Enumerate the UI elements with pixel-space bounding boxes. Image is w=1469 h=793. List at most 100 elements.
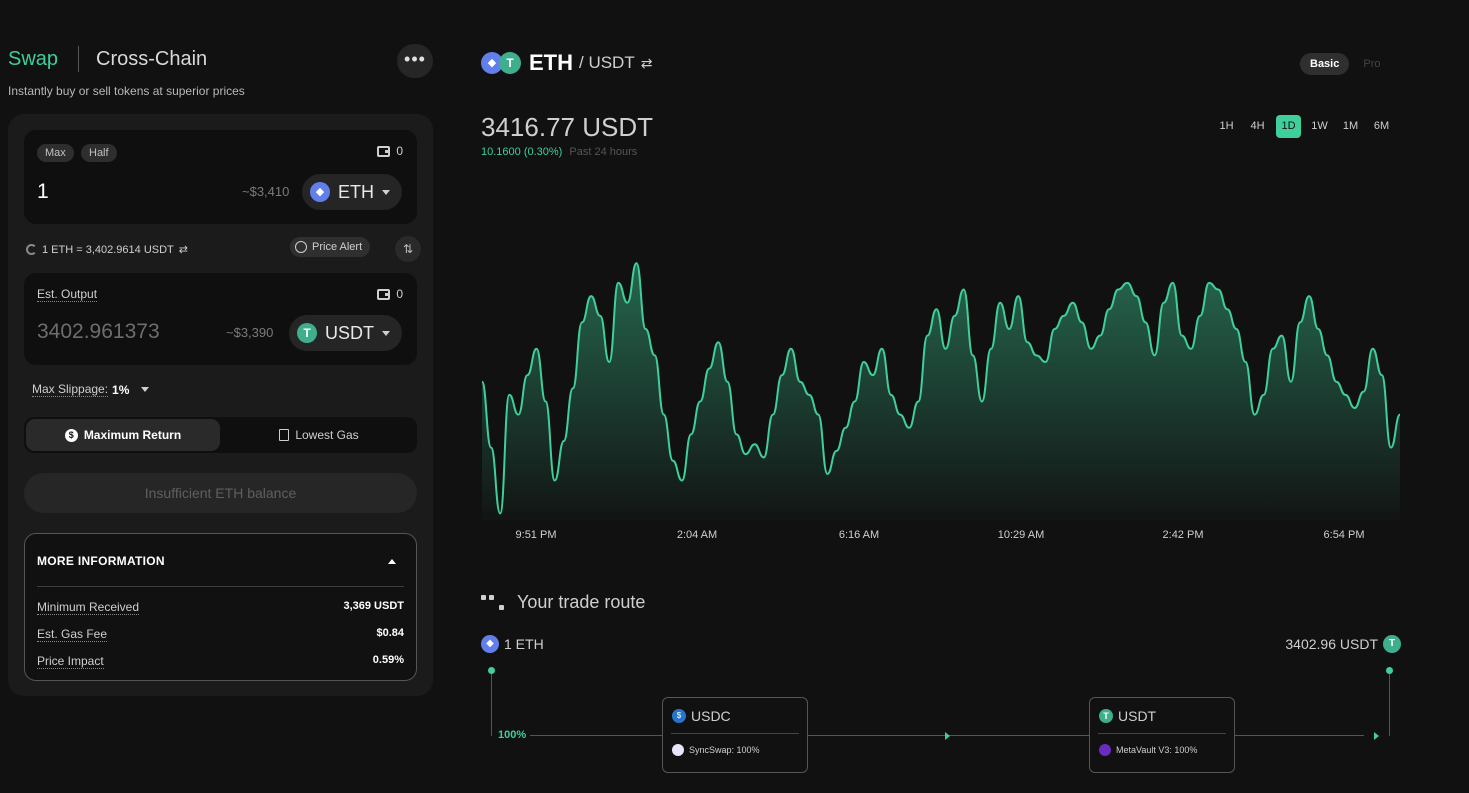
gas-pump-icon: [279, 429, 290, 441]
chevron-down-icon: [382, 189, 390, 195]
price-change: 10.1600 (0.30%) Past 24 hours: [481, 146, 637, 158]
pair-quote-token: / USDT: [579, 53, 635, 72]
input-amount-field[interactable]: 1: [37, 180, 49, 203]
lowest-gas-option[interactable]: Lowest Gas: [224, 419, 414, 451]
price-change-period: Past 24 hours: [569, 146, 638, 158]
info-label: Est. Gas Fee: [37, 627, 108, 642]
range-4h[interactable]: 4H: [1250, 120, 1265, 132]
usdc-icon: $: [672, 709, 686, 723]
chevron-down-icon: [382, 330, 390, 336]
more-options-button[interactable]: •••: [397, 44, 433, 78]
usdt-icon: T: [297, 323, 317, 343]
more-information-panel: MORE INFORMATION Minimum Received 3,369 …: [24, 533, 417, 681]
swap-submit-button[interactable]: Insufficient ETH balance: [24, 473, 417, 513]
x-tick-label: 9:51 PM: [515, 529, 557, 541]
hop-token: $ USDC: [672, 708, 731, 724]
max-button[interactable]: Max: [37, 144, 74, 162]
more-information-title[interactable]: MORE INFORMATION: [37, 554, 165, 568]
hop-dex: SyncSwap: 100%: [672, 744, 760, 756]
x-tick-label: 6:54 PM: [1323, 529, 1365, 541]
swap-header: Swap Cross-Chain •••: [8, 44, 433, 84]
route-destination: 3402.96 USDT T: [1285, 635, 1401, 653]
view-basic-button[interactable]: Basic: [1300, 53, 1350, 75]
invert-rate-icon[interactable]: ⇄: [178, 244, 188, 256]
pair-base-token: ETH: [529, 50, 573, 75]
info-value: 3,369 USDT: [343, 600, 404, 612]
input-balance-value: 0: [396, 144, 403, 158]
view-pro-button[interactable]: Pro: [1363, 58, 1381, 70]
price-chart: [481, 262, 1401, 520]
usdt-icon: T: [1099, 709, 1113, 723]
maximum-return-label: Maximum Return: [83, 428, 182, 442]
x-tick-label: 10:29 AM: [997, 529, 1045, 541]
syncswap-icon: [672, 744, 684, 756]
trading-pair: ◆ T ETH / USDT ⇄: [481, 50, 652, 76]
divider: [671, 733, 799, 734]
eth-icon: ◆: [481, 635, 499, 653]
price-alert-button[interactable]: Price Alert: [290, 237, 371, 257]
info-label: Minimum Received: [37, 600, 140, 615]
chart-view-toggle: Basic Pro: [1300, 53, 1380, 75]
usdt-icon: T: [1383, 635, 1401, 653]
route-destination-amount: 3402.96 USDT: [1285, 636, 1378, 652]
output-balance: 0: [377, 287, 403, 301]
flip-tokens-button[interactable]: ⇅: [395, 236, 421, 262]
divider: [1098, 733, 1226, 734]
route-path: [1234, 735, 1364, 736]
metavault-icon: [1099, 744, 1111, 756]
input-token-selector[interactable]: ◆ ETH: [302, 174, 402, 210]
hop-token-symbol: USDT: [1118, 708, 1157, 724]
swap-pair-icon[interactable]: ⇄: [640, 54, 653, 71]
trade-route-label: Your trade route: [517, 592, 646, 612]
hop-token-symbol: USDC: [691, 708, 731, 724]
trade-route-title: Your trade route: [481, 592, 645, 613]
eth-icon: ◆: [481, 52, 503, 74]
range-1d[interactable]: 1D: [1276, 115, 1301, 138]
hop-dex-label: SyncSwap: 100%: [689, 745, 760, 755]
chart-area: [482, 263, 1400, 520]
wallet-icon: [377, 145, 391, 157]
output-amount: 3402.961373: [37, 320, 160, 343]
swap-panel: Max Half 0 1 ~$3,410 ◆ ETH 1 ETH = 3,402…: [8, 114, 433, 696]
route-arrow-icon: [1374, 732, 1379, 740]
lowest-gas-label: Lowest Gas: [295, 428, 359, 442]
chevron-up-icon[interactable]: [388, 559, 396, 564]
route-source: ◆ 1 ETH: [481, 635, 544, 653]
max-slippage[interactable]: Max Slippage: 1%: [32, 382, 150, 397]
swap-subtitle: Instantly buy or sell tokens at superior…: [8, 84, 245, 98]
range-6m[interactable]: 6M: [1373, 120, 1390, 132]
info-row-gas-fee: Est. Gas Fee $0.84: [37, 627, 404, 642]
tab-swap[interactable]: Swap: [8, 48, 59, 70]
x-tick-label: 2:04 AM: [676, 529, 718, 541]
hop-dex-label: MetaVault V3: 100%: [1116, 745, 1198, 755]
usdt-icon: T: [499, 52, 521, 74]
current-price: 3416.77 USDT: [481, 112, 653, 142]
slippage-label: Max Slippage:: [32, 382, 109, 397]
half-button[interactable]: Half: [81, 144, 117, 162]
info-value: $0.84: [376, 627, 404, 639]
price-change-value: 10.1600 (0.30%): [481, 146, 563, 158]
input-usd-value: ~$3,410: [242, 184, 290, 199]
refresh-icon[interactable]: [26, 244, 37, 255]
wallet-icon: [377, 288, 391, 300]
route-hop-usdc[interactable]: $ USDC SyncSwap: 100%: [662, 697, 808, 773]
price-alert-label: Price Alert: [312, 241, 363, 253]
route-end-dot: [1386, 667, 1393, 674]
output-balance-value: 0: [396, 287, 403, 301]
output-token-selector[interactable]: T USDT: [289, 315, 402, 351]
route-icon: [481, 593, 507, 613]
range-1h[interactable]: 1H: [1219, 120, 1234, 132]
tab-cross-chain[interactable]: Cross-Chain: [96, 48, 208, 70]
range-1m[interactable]: 1M: [1342, 120, 1359, 132]
maximum-return-option[interactable]: $ Maximum Return: [26, 419, 220, 451]
route-source-amount: 1 ETH: [504, 636, 544, 652]
route-mode-toggle: $ Maximum Return Lowest Gas: [24, 417, 417, 453]
output-token-symbol: USDT: [325, 322, 374, 343]
est-output-label: Est. Output: [37, 287, 98, 302]
range-1w[interactable]: 1W: [1311, 120, 1328, 132]
slippage-value: 1%: [112, 382, 130, 397]
exchange-rate-text: 1 ETH = 3,402.9614 USDT: [42, 243, 174, 256]
route-hop-usdt[interactable]: T USDT MetaVault V3: 100%: [1089, 697, 1235, 773]
exchange-rate: 1 ETH = 3,402.9614 USDT ⇄: [26, 243, 188, 256]
info-row-price-impact: Price Impact 0.59%: [37, 654, 404, 669]
